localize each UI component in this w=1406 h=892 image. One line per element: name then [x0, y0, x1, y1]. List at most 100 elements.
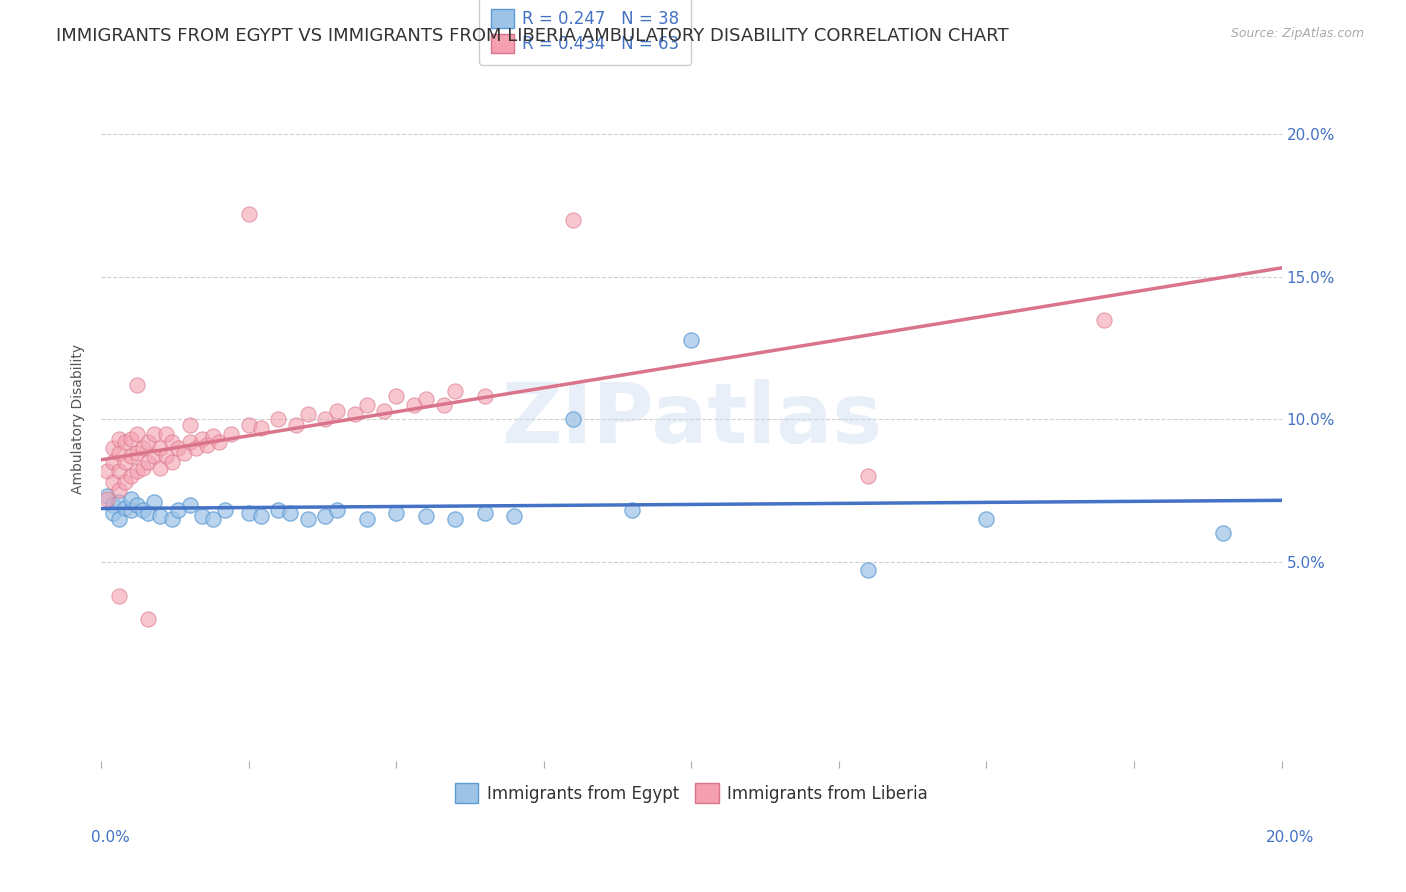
Point	[238, 417, 260, 432]
Point	[214, 503, 236, 517]
Point	[96, 491, 118, 506]
Point	[96, 489, 118, 503]
Point	[238, 207, 260, 221]
Point	[101, 475, 124, 489]
Point	[1211, 526, 1233, 541]
Point	[681, 333, 703, 347]
Point	[108, 589, 131, 603]
Point	[562, 212, 585, 227]
Point	[179, 498, 201, 512]
Point	[101, 455, 124, 469]
Point	[96, 464, 118, 478]
Point	[101, 441, 124, 455]
Text: IMMIGRANTS FROM EGYPT VS IMMIGRANTS FROM LIBERIA AMBULATORY DISABILITY CORRELATI: IMMIGRANTS FROM EGYPT VS IMMIGRANTS FROM…	[56, 27, 1010, 45]
Point	[503, 509, 526, 524]
Point	[143, 426, 166, 441]
Point	[415, 392, 437, 407]
Point	[267, 412, 290, 426]
Point	[155, 426, 177, 441]
Point	[108, 495, 131, 509]
Point	[120, 432, 142, 446]
Point	[120, 503, 142, 517]
Point	[149, 509, 172, 524]
Point	[326, 503, 349, 517]
Point	[285, 417, 308, 432]
Point	[108, 512, 131, 526]
Point	[326, 403, 349, 417]
Text: 0.0%: 0.0%	[91, 830, 131, 845]
Point	[167, 441, 190, 455]
Point	[114, 475, 136, 489]
Point	[108, 464, 131, 478]
Point	[131, 460, 153, 475]
Point	[202, 512, 225, 526]
Point	[108, 432, 131, 446]
Point	[474, 389, 496, 403]
Point	[197, 438, 219, 452]
Point	[143, 495, 166, 509]
Point	[562, 412, 585, 426]
Point	[219, 426, 242, 441]
Point	[179, 435, 201, 450]
Point	[125, 426, 148, 441]
Point	[314, 509, 336, 524]
Point	[160, 435, 183, 450]
Point	[858, 563, 880, 577]
Point	[621, 503, 644, 517]
Point	[108, 483, 131, 498]
Point	[120, 450, 142, 464]
Point	[267, 503, 290, 517]
Point	[167, 503, 190, 517]
Point	[155, 450, 177, 464]
Point	[149, 441, 172, 455]
Point	[125, 446, 148, 460]
Point	[190, 432, 212, 446]
Y-axis label: Ambulatory Disability: Ambulatory Disability	[72, 344, 86, 494]
Point	[160, 512, 183, 526]
Point	[1094, 312, 1116, 326]
Text: Source: ZipAtlas.com: Source: ZipAtlas.com	[1230, 27, 1364, 40]
Text: 20.0%: 20.0%	[1267, 830, 1315, 845]
Point	[173, 446, 195, 460]
Point	[249, 421, 271, 435]
Point	[138, 435, 160, 450]
Point	[385, 506, 408, 520]
Point	[125, 378, 148, 392]
Point	[858, 469, 880, 483]
Point	[402, 398, 425, 412]
Point	[160, 455, 183, 469]
Point	[179, 417, 201, 432]
Point	[373, 403, 395, 417]
Point	[114, 455, 136, 469]
Point	[415, 509, 437, 524]
Point	[125, 464, 148, 478]
Point	[138, 612, 160, 626]
Point	[131, 441, 153, 455]
Point	[385, 389, 408, 403]
Point	[101, 506, 124, 520]
Point	[297, 512, 319, 526]
Point	[131, 503, 153, 517]
Point	[356, 398, 378, 412]
Point	[249, 509, 271, 524]
Point	[432, 398, 454, 412]
Point	[444, 384, 467, 398]
Point	[356, 512, 378, 526]
Point	[149, 460, 172, 475]
Point	[143, 450, 166, 464]
Point	[184, 441, 207, 455]
Point	[138, 455, 160, 469]
Point	[125, 498, 148, 512]
Point	[976, 512, 998, 526]
Point	[474, 506, 496, 520]
Point	[101, 498, 124, 512]
Point	[444, 512, 467, 526]
Point	[202, 429, 225, 443]
Text: ZIPatlas: ZIPatlas	[501, 379, 882, 459]
Point	[343, 407, 366, 421]
Point	[138, 506, 160, 520]
Point	[297, 407, 319, 421]
Point	[314, 412, 336, 426]
Point	[108, 446, 131, 460]
Point	[278, 506, 301, 520]
